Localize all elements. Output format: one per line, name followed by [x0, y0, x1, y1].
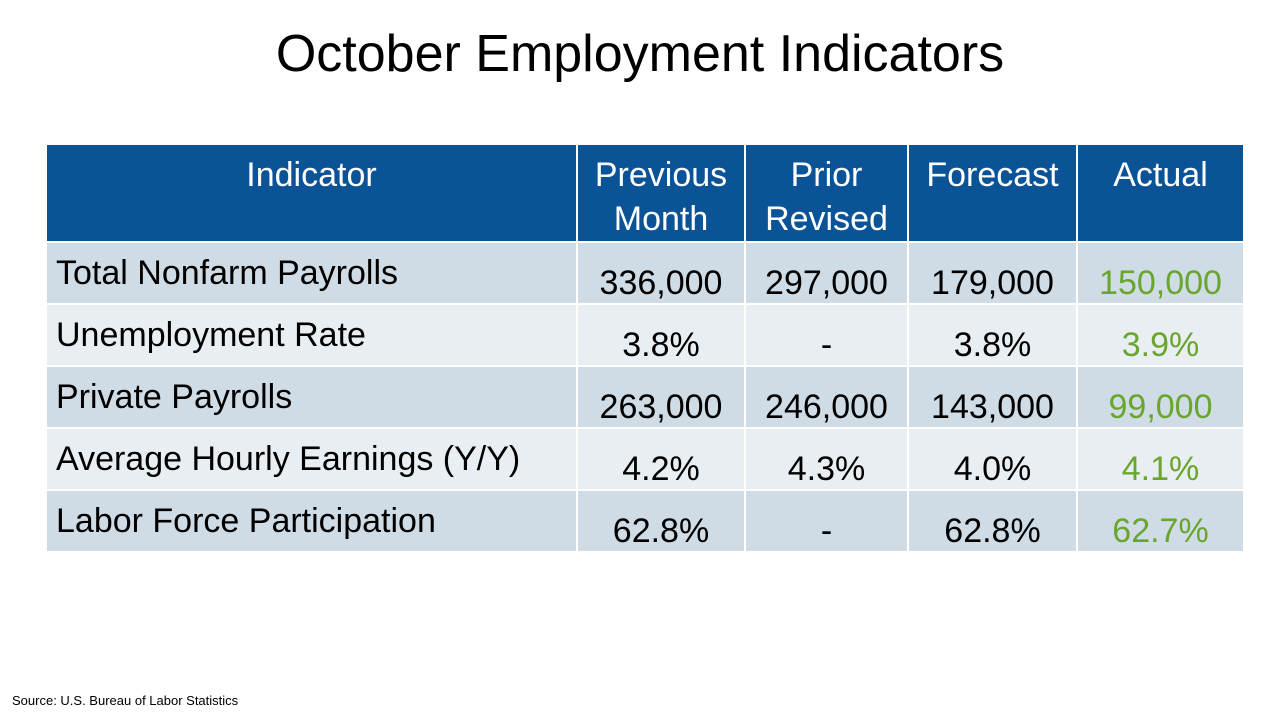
table-row: Average Hourly Earnings (Y/Y) 4.2% 4.3% 4.0…	[45, 427, 1245, 491]
cell-value: 4.2%	[576, 427, 746, 491]
source-note: Source: U.S. Bureau of Labor Statistics	[12, 693, 239, 708]
cell-value: 263,000	[576, 365, 746, 429]
row-label: Labor Force Participation	[45, 489, 578, 553]
cell-value: 3.8%	[576, 303, 746, 367]
row-label: Unemployment Rate	[45, 303, 578, 367]
column-header: Actual	[1076, 143, 1245, 243]
indicators-table: Indicator Previous Month Prior Revised Fore…	[45, 143, 1245, 553]
table-row: Private Payrolls 263,000 246,000 143,000 99,…	[45, 365, 1245, 429]
cell-value: 62.8%	[576, 489, 746, 553]
cell-value: 4.0%	[907, 427, 1078, 491]
row-label: Total Nonfarm Payrolls	[45, 241, 578, 305]
cell-value: 3.8%	[907, 303, 1078, 367]
cell-value: 3.9%	[1076, 303, 1245, 367]
table-row: Unemployment Rate 3.8% -3.8% 3.9%	[45, 303, 1245, 367]
cell-value: 179,000	[907, 241, 1078, 305]
cell-value: 297,000	[744, 241, 909, 305]
cell-value: 336,000	[576, 241, 746, 305]
header-row: Indicator Previous Month Prior Revised Fore…	[45, 143, 1245, 243]
table-row: Labor Force Participation 62.8% -62.8% 62.7…	[45, 489, 1245, 553]
title: October Employment Indicators	[275, 25, 1005, 83]
column-header: Forecast	[907, 143, 1078, 243]
table-body: Total Nonfarm Payrolls 336,000 297,000 179,…	[45, 241, 1245, 553]
cell-value: 246,000	[744, 365, 909, 429]
column-header: Previous Month	[576, 143, 746, 243]
column-header: Prior Revised	[744, 143, 909, 243]
cell-value: -	[744, 489, 909, 553]
cell-value: 62.8%	[907, 489, 1078, 553]
table-row: Total Nonfarm Payrolls 336,000 297,000 179,…	[45, 241, 1245, 305]
row-label: Average Hourly Earnings (Y/Y)	[45, 427, 578, 491]
cell-value: 4.1%	[1076, 427, 1245, 491]
row-label: Private Payrolls	[45, 365, 578, 429]
cell-value: -	[744, 303, 909, 367]
cell-value: 150,000	[1076, 241, 1245, 305]
column-header: Indicator	[45, 143, 578, 243]
cell-value: 143,000	[907, 365, 1078, 429]
cell-value: 62.7%	[1076, 489, 1245, 553]
cell-value: 99,000	[1076, 365, 1245, 429]
cell-value: 4.3%	[744, 427, 909, 491]
